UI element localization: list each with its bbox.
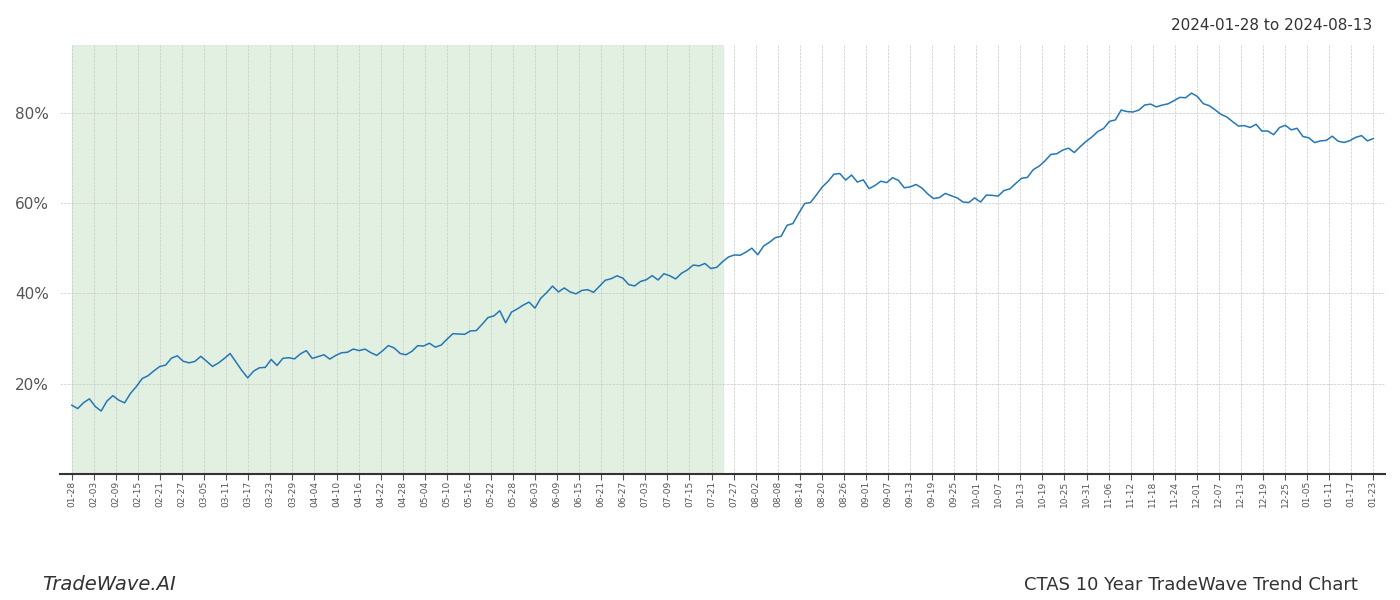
Text: 2024-01-28 to 2024-08-13: 2024-01-28 to 2024-08-13 — [1170, 18, 1372, 33]
Bar — [71, 45, 722, 474]
Text: TradeWave.AI: TradeWave.AI — [42, 575, 176, 594]
Text: CTAS 10 Year TradeWave Trend Chart: CTAS 10 Year TradeWave Trend Chart — [1025, 576, 1358, 594]
